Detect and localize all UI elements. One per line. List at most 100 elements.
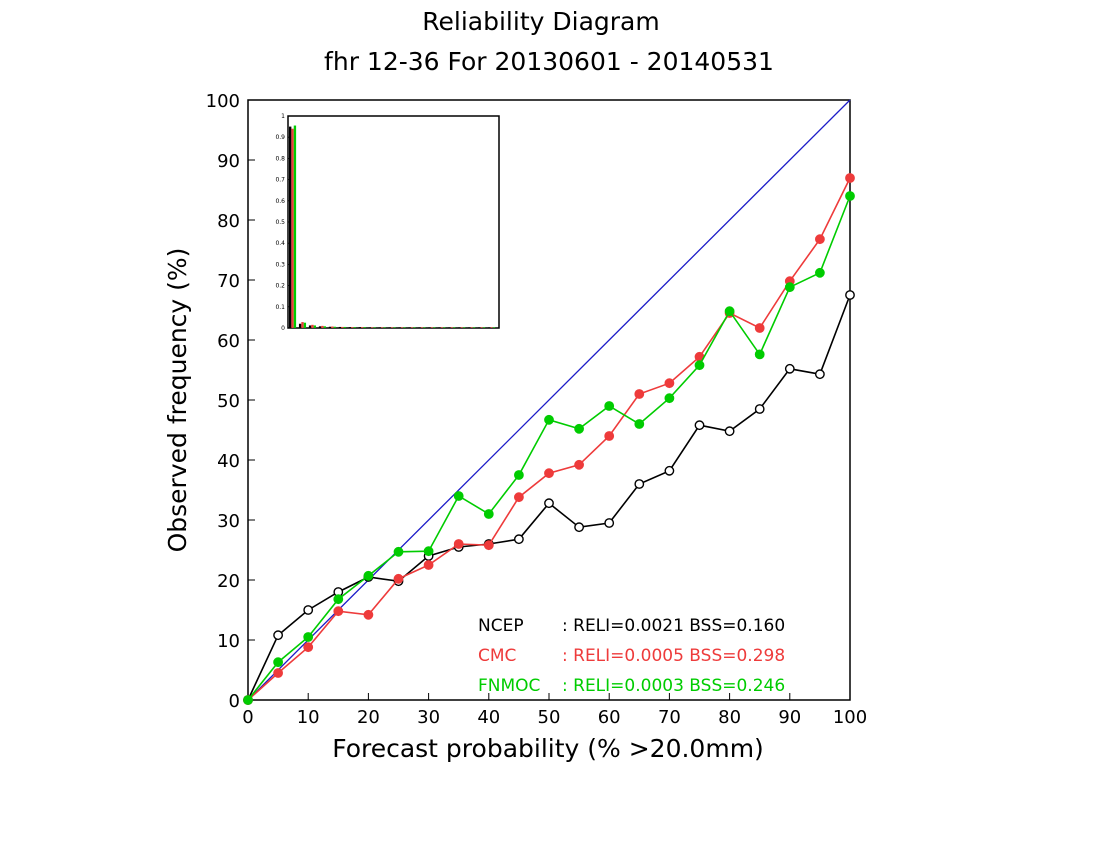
data-point-fnmoc [514, 470, 524, 480]
inset-y-tick-label: 0.2 [275, 283, 285, 290]
inset-bar-fnmoc [343, 326, 346, 328]
data-point-ncep [544, 498, 554, 509]
data-point-cmc [453, 539, 464, 549]
inset-bar-ncep [448, 327, 451, 328]
legend-stats-ncep: : RELI=0.0021 BSS=0.160 [562, 616, 785, 636]
inset-y-tick-label: 0.8 [275, 155, 285, 162]
inset-bar-cmc [311, 324, 314, 328]
data-point-fnmoc [453, 491, 464, 501]
data-point-ncep [845, 290, 855, 300]
data-point-fnmoc [664, 393, 675, 404]
x-tick-label: 20 [357, 707, 380, 728]
inset-bar-cmc [301, 322, 304, 328]
data-point-cmc [845, 173, 855, 183]
data-point-cmc [574, 459, 584, 470]
inset-bar-ncep [298, 323, 302, 328]
data-point-fnmoc [694, 360, 705, 371]
x-tick-label: 80 [718, 707, 741, 728]
inset-bar-ncep [318, 326, 322, 328]
y-tick-label: 50 [217, 391, 240, 412]
inset-bar-cmc [331, 326, 334, 328]
inset-bar-fnmoc [353, 327, 356, 328]
inset-bar-ncep [358, 327, 362, 328]
inset-bar-fnmoc [403, 327, 406, 328]
data-point-cmc [483, 540, 494, 551]
y-tick-label: 90 [217, 151, 240, 172]
inset-bar-fnmoc [492, 327, 496, 328]
inset-bar-cmc [460, 327, 463, 328]
data-point-fnmoc [784, 282, 795, 293]
x-tick-label: 100 [833, 707, 867, 728]
legend-name-cmc: CMC [478, 646, 516, 666]
inset-bar-ncep [408, 327, 411, 328]
inset-bar-cmc [291, 128, 294, 328]
inset-bar-ncep [478, 327, 481, 328]
inset-bar-cmc [321, 325, 324, 328]
inset-bar-ncep [428, 327, 431, 328]
inset-y-tick-label: 0.1 [275, 304, 285, 311]
plot-area: 0 10 20 30 40 50 60 70 80 90 100010203040506070809… [206, 91, 868, 728]
data-point-fnmoc [604, 401, 615, 411]
data-point-ncep [694, 420, 705, 431]
legend: NCEP : RELI=0.0021 BSS=0.160 CMC : RELI=0.0… [478, 616, 785, 696]
inset-bar-ncep [368, 327, 371, 328]
x-tick-label: 70 [658, 707, 681, 728]
data-point-cmc [634, 389, 645, 399]
inset-y-tick-label: 0.9 [275, 134, 285, 141]
inset-bar-fnmoc [313, 325, 317, 328]
inset-bar-ncep [338, 326, 342, 328]
y-tick-label: 30 [217, 511, 240, 532]
y-tick-label: 70 [217, 271, 240, 292]
inset-bar-ncep [468, 327, 471, 328]
y-tick-label: 60 [217, 331, 240, 352]
y-axis-label: Observed frequency (%) [163, 248, 192, 553]
inset-y-tick-label: 0.6 [275, 198, 285, 205]
inset-y-tick-label: 0.4 [275, 240, 285, 247]
data-point-fnmoc [393, 546, 404, 557]
inset-bar-cmc [490, 327, 493, 328]
data-point-ncep [724, 426, 735, 437]
data-point-cmc [754, 323, 765, 333]
inset-bar-ncep [328, 326, 332, 328]
legend-stats-fnmoc: : RELI=0.0003 BSS=0.246 [562, 676, 785, 696]
data-point-cmc [514, 492, 524, 503]
y-tick-label: 100 [206, 91, 240, 112]
inset-bar-cmc [370, 327, 374, 328]
inset-bar-ncep [289, 126, 292, 328]
legend-name-ncep: NCEP [478, 616, 524, 636]
inset-y-tick-label: 0.3 [275, 261, 285, 268]
inset-bar-cmc [410, 327, 414, 328]
inset-bar-fnmoc [333, 326, 336, 328]
inset-bar-fnmoc [413, 327, 416, 328]
data-point-ncep [273, 630, 283, 641]
data-point-cmc [544, 468, 554, 479]
y-tick-label: 20 [217, 571, 240, 592]
inset-bar-cmc [420, 327, 424, 328]
inset-bar-fnmoc [482, 327, 486, 328]
data-point-cmc [815, 234, 825, 245]
inset-bar-fnmoc [363, 327, 366, 328]
inset-histogram: 0 0.1 0.2 0.3 0.4 0.5 0.6 0.7 0.8 0.9 1 [275, 113, 500, 332]
data-point-fnmoc [634, 419, 645, 429]
inset-bar-ncep [438, 327, 441, 328]
data-point-fnmoc [333, 594, 344, 605]
x-tick-label: 60 [598, 707, 621, 728]
inset-bar-cmc [480, 327, 483, 328]
chart-title: Reliability Diagram [422, 7, 659, 36]
data-point-cmc [393, 573, 404, 584]
data-point-fnmoc [815, 267, 825, 278]
data-point-fnmoc [363, 570, 374, 581]
data-point-cmc [664, 378, 675, 389]
inset-bar-fnmoc [323, 326, 326, 328]
data-point-fnmoc [724, 306, 735, 317]
inset-bar-ncep [378, 327, 381, 328]
data-point-ncep [634, 479, 645, 489]
inset-frame [287, 115, 500, 329]
inset-bar-ncep [418, 327, 421, 328]
inset-bar-fnmoc [472, 327, 476, 328]
perfect-reliability-line [247, 99, 851, 701]
data-point-fnmoc [423, 546, 434, 557]
inset-bar-cmc [380, 327, 384, 328]
inset-bar-fnmoc [423, 327, 426, 328]
inset-y-tick-label: 1 [281, 113, 285, 120]
